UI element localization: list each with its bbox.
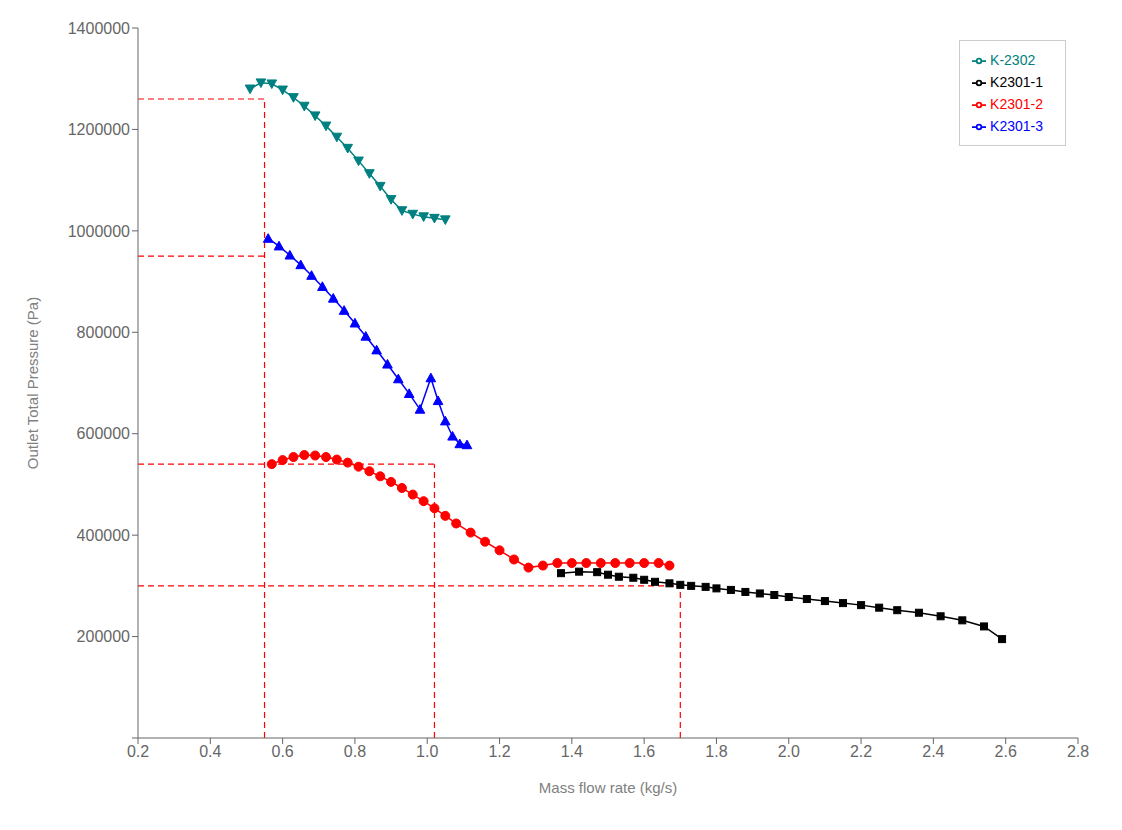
svg-text:1400000: 1400000	[68, 20, 130, 37]
svg-text:1000000: 1000000	[68, 223, 130, 240]
svg-text:2.8: 2.8	[1067, 743, 1089, 760]
svg-text:800000: 800000	[77, 324, 130, 341]
svg-text:1.6: 1.6	[633, 743, 655, 760]
svg-text:0.2: 0.2	[127, 743, 149, 760]
svg-text:Mass flow rate (kg/s): Mass flow rate (kg/s)	[539, 779, 677, 796]
svg-text:0.4: 0.4	[199, 743, 221, 760]
svg-text:1.0: 1.0	[416, 743, 438, 760]
svg-text:Outlet Total Pressure (Pa): Outlet Total Pressure (Pa)	[24, 297, 41, 469]
svg-text:1.4: 1.4	[561, 743, 583, 760]
svg-text:2.4: 2.4	[922, 743, 944, 760]
svg-text:1.2: 1.2	[488, 743, 510, 760]
html-text:K-2302: K-2302	[990, 52, 1036, 68]
html-text:K2301-3: K2301-3	[990, 118, 1043, 134]
svg-text:2.2: 2.2	[850, 743, 872, 760]
svg-text:0.8: 0.8	[344, 743, 366, 760]
html-text:K2301-2: K2301-2	[990, 96, 1043, 112]
html-text:K2301-1: K2301-1	[990, 74, 1043, 90]
svg-text:400000: 400000	[77, 527, 130, 544]
svg-text:2.6: 2.6	[995, 743, 1017, 760]
svg-text:2.0: 2.0	[778, 743, 800, 760]
svg-text:600000: 600000	[77, 425, 130, 442]
svg-text:1.8: 1.8	[705, 743, 727, 760]
svg-text:200000: 200000	[77, 628, 130, 645]
svg-text:1200000: 1200000	[68, 121, 130, 138]
svg-text:0.6: 0.6	[271, 743, 293, 760]
